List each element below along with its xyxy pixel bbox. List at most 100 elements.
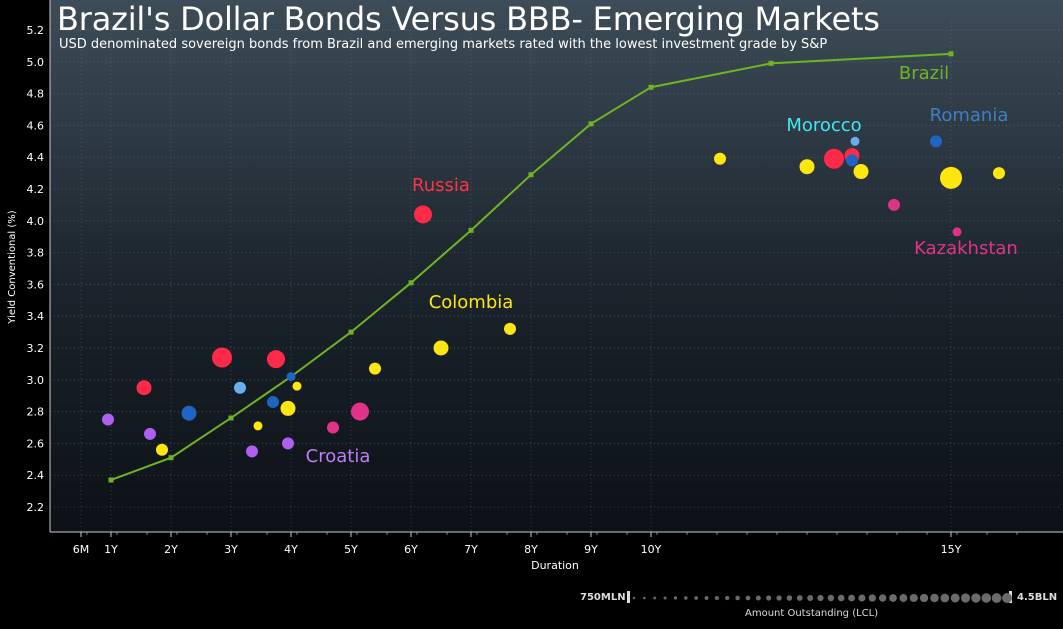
brazil-curve-point xyxy=(228,415,234,421)
romania-bond-bubble xyxy=(181,405,197,421)
size-legend-dot xyxy=(796,595,803,601)
size-legend-min-label: 750MLN xyxy=(580,592,626,603)
x-tick-label: 15Y xyxy=(941,543,962,556)
colombia-bond-bubble xyxy=(156,443,168,456)
size-legend-dot xyxy=(909,593,918,603)
chart-title: Brazil's Dollar Bonds Versus BBB- Emergi… xyxy=(57,0,880,38)
size-legend-dot xyxy=(991,593,1002,603)
size-legend-dot xyxy=(889,594,897,602)
colombia-bond-bubble xyxy=(504,322,516,335)
size-legend-dot xyxy=(971,593,981,603)
size-legend-dot xyxy=(848,594,855,602)
size-legend-dot xyxy=(643,596,646,600)
y-tick-label: 5.2 xyxy=(27,24,45,37)
brazil-curve-point xyxy=(588,121,594,127)
y-tick-label: 3.2 xyxy=(27,342,45,355)
y-tick-label: 3.6 xyxy=(27,278,45,291)
label-croatia: Croatia xyxy=(306,446,371,467)
y-tick-label: 3.4 xyxy=(27,310,45,323)
size-legend-max-label: 4.5BLN xyxy=(1017,592,1058,603)
x-tick-label: 5Y xyxy=(344,543,358,556)
y-tick-label: 2.4 xyxy=(27,469,45,482)
label-kazakhstan: Kazakhstan xyxy=(914,238,1018,259)
label-russia: Russia xyxy=(412,175,470,196)
brazil-curve-point xyxy=(408,280,414,286)
romania-bond-bubble xyxy=(234,381,246,394)
brazil-curve-point xyxy=(768,60,774,66)
y-tick-label: 4.6 xyxy=(27,119,45,132)
colombia-bond-bubble xyxy=(292,381,302,391)
y-tick-label: 4.2 xyxy=(27,183,45,196)
russia-bond-bubble xyxy=(267,350,285,369)
russia-bond-bubble xyxy=(414,205,432,224)
size-legend-dot xyxy=(776,595,782,601)
size-legend-dot xyxy=(899,594,908,602)
brazil-curve-point xyxy=(168,455,174,461)
x-tick-label: 7Y xyxy=(464,543,478,556)
size-legend-dot xyxy=(930,593,939,603)
brazil-curve-point xyxy=(648,84,654,90)
size-legend-dot xyxy=(745,595,751,601)
size-legend-dot xyxy=(868,594,876,602)
size-legend-dot xyxy=(714,595,719,601)
size-legend-dot xyxy=(1002,593,1012,603)
y-tick-label: 4.0 xyxy=(27,215,45,228)
x-tick-label: 4Y xyxy=(284,543,298,556)
kazakhstan-bond-bubble xyxy=(327,421,339,434)
romania-bond-bubble xyxy=(930,135,942,148)
size-legend-dot xyxy=(919,593,929,603)
croatia-bond-bubble xyxy=(282,437,294,450)
label-romania: Romania xyxy=(930,105,1009,126)
brazil-curve-point xyxy=(348,329,354,335)
brazil-curve-point xyxy=(948,51,954,57)
colombia-bond-bubble xyxy=(940,166,962,189)
size-legend-dot xyxy=(684,596,688,600)
size-legend-dot xyxy=(694,596,699,600)
y-tick-label: 2.6 xyxy=(27,437,45,450)
size-legend-dot xyxy=(827,594,835,602)
brazil-curve-line xyxy=(110,52,952,481)
size-legend-dot xyxy=(704,596,709,600)
size-legend-left-bracket xyxy=(627,591,630,603)
y-tick-label: 4.4 xyxy=(27,151,45,164)
kazakhstan-bond-bubble xyxy=(952,227,962,237)
x-tick-label: 6Y xyxy=(404,543,418,556)
y-axis-title: Yield Conventional (%) xyxy=(7,210,18,324)
size-legend-title: Amount Outstanding (LCL) xyxy=(745,608,879,619)
russia-bond-bubble xyxy=(136,380,152,396)
size-legend-dot xyxy=(755,595,761,601)
romania-bond-bubble xyxy=(286,372,296,382)
label-brazil: Brazil xyxy=(899,63,949,84)
size-legend-dot xyxy=(663,596,667,600)
label-morocco: Morocco xyxy=(786,115,861,136)
brazil-curve-point xyxy=(528,172,534,178)
size-legend-dot xyxy=(786,595,793,601)
chart-subtitle: USD denominated sovereign bonds from Bra… xyxy=(59,37,828,52)
y-tick-label: 4.8 xyxy=(27,88,45,101)
x-axis-title: Duration xyxy=(531,559,579,572)
croatia-bond-bubble xyxy=(246,445,258,458)
colombia-bond-bubble xyxy=(280,400,296,416)
colombia-bond-bubble xyxy=(369,362,381,375)
size-legend-dot xyxy=(878,594,887,602)
size-legend-dot xyxy=(858,594,866,602)
brazil-curve-point xyxy=(108,477,114,483)
russia-bond-bubble xyxy=(212,347,232,368)
croatia-bond-bubble xyxy=(144,427,156,440)
plot-background xyxy=(50,0,1063,532)
size-legend-dot xyxy=(950,593,960,603)
colombia-bond-bubble xyxy=(853,164,869,180)
size-legend-dot xyxy=(960,593,971,603)
x-tick-label: 6M xyxy=(73,543,90,556)
colombia-bond-bubble xyxy=(714,152,726,165)
kazakhstan-bond-bubble xyxy=(351,402,369,421)
romania-bond-bubble xyxy=(267,396,279,409)
size-legend-dot xyxy=(725,595,730,601)
y-tick-label: 2.8 xyxy=(27,406,45,419)
y-tick-label: 5.0 xyxy=(27,56,45,69)
romania-bond-bubble xyxy=(846,154,858,167)
size-legend-dot xyxy=(837,594,845,602)
size-legend-dot xyxy=(673,596,678,600)
colombia-bond-bubble xyxy=(799,159,815,175)
size-legend-dot xyxy=(632,596,636,600)
